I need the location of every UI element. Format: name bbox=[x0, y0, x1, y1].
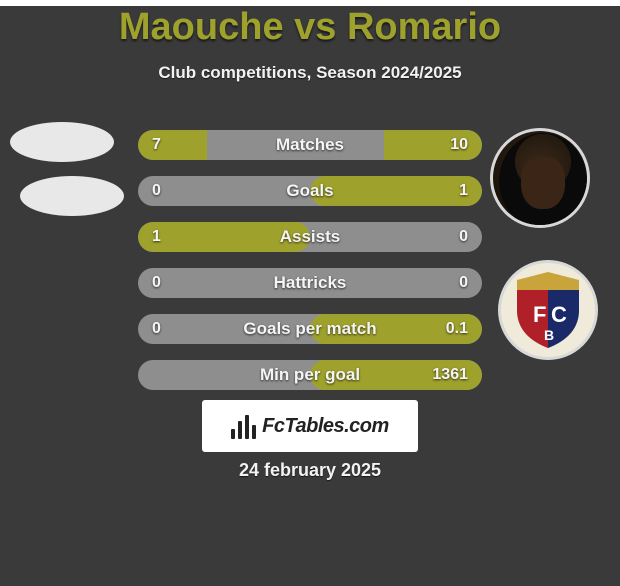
left-player-avatar bbox=[10, 122, 114, 162]
left-club-logo bbox=[20, 176, 124, 216]
avatar-face bbox=[521, 157, 565, 209]
stat-value-right: 10 bbox=[450, 130, 468, 160]
stat-row-goals-per-match: 0 Goals per match 0.1 bbox=[138, 314, 482, 344]
brand-text: FcTables.com bbox=[262, 415, 389, 438]
stat-value-right: 0 bbox=[459, 268, 468, 298]
stat-row-assists: 1 Assists 0 bbox=[138, 222, 482, 252]
stat-value-right: 0.1 bbox=[446, 314, 468, 344]
brand-badge: FcTables.com bbox=[202, 400, 418, 452]
right-club-logo: F C B bbox=[498, 260, 598, 360]
shield-icon: F C B bbox=[513, 270, 583, 350]
svg-text:F: F bbox=[533, 302, 546, 327]
stat-value-right: 1 bbox=[459, 176, 468, 206]
brand-bars-icon bbox=[231, 413, 256, 439]
stat-row-matches: 7 Matches 10 bbox=[138, 130, 482, 160]
stat-label: Goals bbox=[138, 176, 482, 206]
subtitle: Club competitions, Season 2024/2025 bbox=[0, 63, 620, 83]
comparison-card: Maouche vs Romario Club competitions, Se… bbox=[0, 6, 620, 586]
stat-row-goals: 0 Goals 1 bbox=[138, 176, 482, 206]
stat-label: Assists bbox=[138, 222, 482, 252]
svg-text:C: C bbox=[551, 302, 567, 327]
stat-label: Hattricks bbox=[138, 268, 482, 298]
stat-row-hattricks: 0 Hattricks 0 bbox=[138, 268, 482, 298]
stat-label: Matches bbox=[138, 130, 482, 160]
stats-container: 7 Matches 10 0 Goals 1 1 Assists 0 0 Hat… bbox=[138, 130, 482, 406]
date-label: 24 february 2025 bbox=[0, 460, 620, 481]
page-title: Maouche vs Romario bbox=[0, 6, 620, 49]
stat-value-right: 0 bbox=[459, 222, 468, 252]
stat-value-right: 1361 bbox=[432, 360, 468, 390]
stat-row-min-per-goal: Min per goal 1361 bbox=[138, 360, 482, 390]
svg-text:B: B bbox=[544, 327, 554, 343]
stat-label: Min per goal bbox=[138, 360, 482, 390]
right-player-avatar bbox=[490, 128, 590, 228]
stat-label: Goals per match bbox=[138, 314, 482, 344]
